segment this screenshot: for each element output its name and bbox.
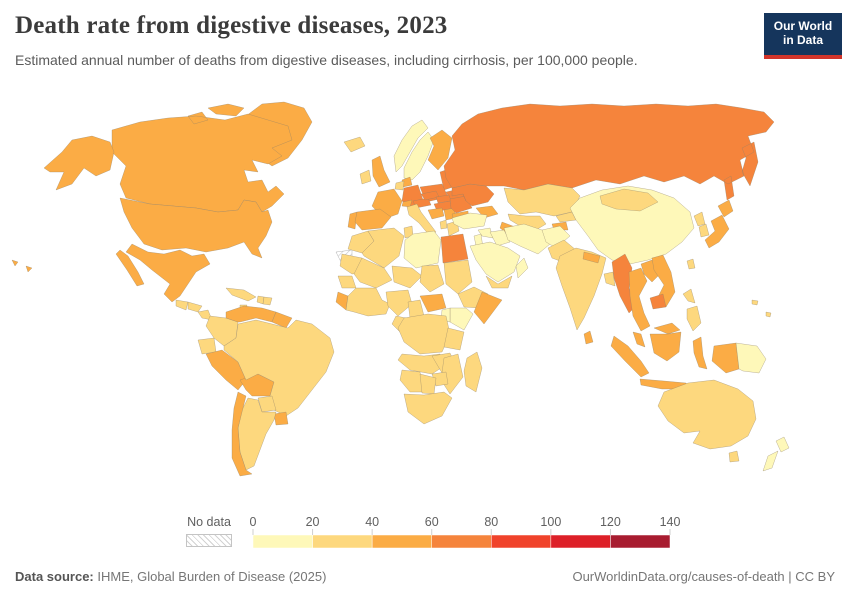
legend-tick-label: 40 — [365, 515, 379, 529]
legend-bin-0-20[interactable] — [252, 534, 313, 549]
country-namibia[interactable] — [399, 369, 425, 393]
country-peru[interactable] — [205, 349, 247, 391]
country-south-africa[interactable] — [403, 391, 453, 425]
legend-bin-80-100[interactable] — [491, 534, 552, 549]
country-somalia[interactable] — [473, 291, 503, 325]
country-iceland[interactable] — [343, 136, 366, 153]
country-central-african-republic[interactable] — [419, 293, 447, 313]
country-new-zealand[interactable] — [762, 436, 790, 472]
country-dr-congo[interactable] — [397, 313, 451, 355]
country-india[interactable] — [555, 247, 607, 331]
country-nepal[interactable] — [582, 251, 601, 264]
country-cuba[interactable] — [225, 287, 257, 302]
country-united-kingdom[interactable] — [371, 155, 391, 188]
country-venezuela[interactable] — [225, 305, 277, 323]
country-honduras[interactable] — [187, 301, 203, 313]
legend-bin-20-40[interactable] — [312, 534, 373, 549]
page-title: Death rate from digestive diseases, 2023 — [15, 12, 448, 39]
country-finland[interactable] — [427, 129, 453, 171]
legend-no-data-label: No data — [187, 515, 231, 529]
country-united-states[interactable] — [11, 135, 273, 273]
legend-tick-label: 20 — [306, 515, 320, 529]
legend-tick-label: 60 — [425, 515, 439, 529]
country-dominican-republic[interactable] — [262, 296, 273, 306]
country-libya[interactable] — [403, 230, 442, 269]
legend-tick-label: 80 — [484, 515, 498, 529]
country-kenya[interactable] — [449, 307, 474, 331]
country-portugal[interactable] — [347, 211, 358, 230]
country-philippines[interactable] — [682, 288, 702, 332]
country-bangladesh[interactable] — [603, 271, 616, 287]
legend-tick-label: 0 — [250, 515, 257, 529]
legend-bin-60-80[interactable] — [431, 534, 492, 549]
country-ghana[interactable] — [345, 287, 391, 317]
country-north-korea[interactable] — [693, 211, 706, 227]
legend-no-data-swatch — [186, 534, 232, 547]
country-mongolia[interactable] — [599, 188, 659, 212]
country-ireland[interactable] — [359, 169, 372, 185]
country-malaysia[interactable] — [632, 322, 681, 348]
legend-tick-label: 140 — [660, 515, 681, 529]
owid-logo[interactable]: Our World in Data — [764, 13, 842, 59]
country-nigeria[interactable] — [385, 289, 413, 317]
country-australia[interactable] — [657, 379, 757, 463]
country-uzbekistan[interactable] — [507, 213, 547, 231]
country-yemen[interactable] — [485, 275, 513, 289]
country-laos[interactable] — [640, 259, 661, 283]
country-papua-new-guinea[interactable] — [735, 342, 767, 374]
country-senegal[interactable] — [337, 275, 357, 289]
country-solomon-islands[interactable] — [751, 299, 772, 318]
country-saudi-arabia[interactable] — [469, 241, 521, 283]
country-iran[interactable] — [503, 223, 551, 255]
owid-logo-line1: Our World — [773, 19, 833, 33]
data-source-label: Data source: — [15, 569, 94, 584]
country-angola[interactable] — [397, 353, 445, 375]
country-madagascar[interactable] — [463, 351, 483, 393]
country-spain[interactable] — [354, 208, 392, 231]
country-netherlands[interactable] — [394, 180, 405, 191]
chart-subtitle: Estimated annual number of deaths from d… — [15, 52, 638, 68]
country-thailand[interactable] — [628, 267, 651, 332]
legend-tick-label: 120 — [600, 515, 621, 529]
legend-bin-40-60[interactable] — [371, 534, 432, 549]
data-source-note: Data source: IHME, Global Burden of Dise… — [15, 569, 326, 584]
legend-bin-100-120[interactable] — [550, 534, 611, 549]
country-ecuador[interactable] — [197, 337, 217, 355]
country-kazakhstan[interactable] — [503, 183, 581, 217]
legend-color-scale: 0 20 40 60 80 100 120 140 — [250, 515, 681, 549]
country-sudan[interactable] — [443, 259, 473, 295]
country-turkey[interactable] — [451, 212, 488, 230]
country-south-korea[interactable] — [698, 223, 710, 238]
country-russia[interactable] — [443, 103, 775, 201]
country-norway[interactable] — [393, 119, 429, 173]
legend-bin-120-140[interactable] — [610, 534, 671, 549]
country-guatemala[interactable] — [175, 299, 189, 311]
country-niger[interactable] — [391, 265, 423, 289]
country-oman[interactable] — [515, 257, 529, 279]
country-egypt[interactable] — [440, 233, 469, 264]
country-chile[interactable] — [231, 391, 253, 477]
country-japan[interactable] — [704, 199, 734, 249]
country-iraq[interactable] — [489, 229, 511, 247]
country-canada[interactable] — [111, 103, 293, 213]
data-source-text: IHME, Global Burden of Disease (2025) — [93, 569, 327, 584]
country-taiwan[interactable] — [686, 258, 696, 270]
country-croatia[interactable] — [427, 207, 445, 220]
country-mexico[interactable] — [115, 243, 211, 303]
country-uruguay[interactable] — [273, 411, 289, 426]
country-brazil[interactable] — [223, 319, 335, 417]
country-albania[interactable] — [439, 219, 448, 230]
owid-logo-line2: in Data — [782, 33, 823, 48]
license-note[interactable]: OurWorldinData.org/causes-of-death | CC … — [572, 569, 835, 584]
country-tanzania[interactable] — [443, 327, 465, 351]
country-cambodia[interactable] — [649, 293, 667, 310]
country-sri-lanka[interactable] — [583, 330, 594, 345]
country-chad[interactable] — [419, 264, 445, 293]
country-china[interactable] — [569, 185, 695, 265]
legend-tick-label: 100 — [540, 515, 561, 529]
